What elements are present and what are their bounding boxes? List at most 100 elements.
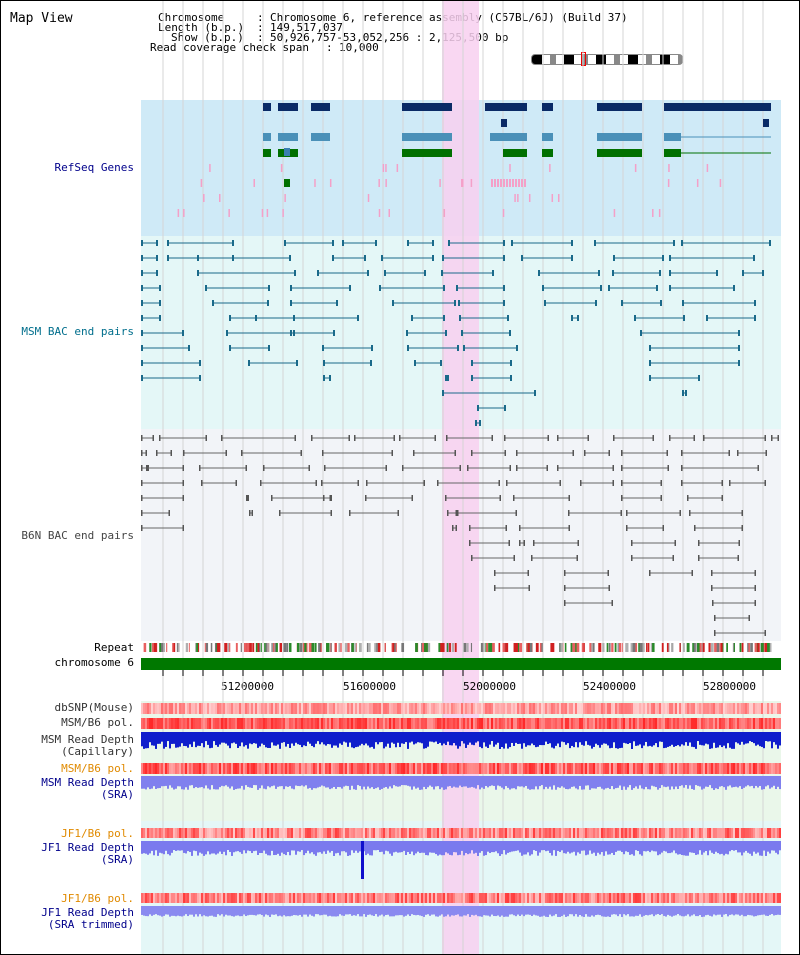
msm-pol-heat [613, 763, 615, 774]
jf1-pol-heat [765, 893, 767, 903]
msm-depth-capillary-bar [363, 732, 365, 746]
repeat-element [760, 643, 764, 652]
jf1-depth-trim-bar [479, 906, 481, 917]
dbsnp-heat [339, 703, 341, 714]
msm-depth-sra-bar [767, 776, 769, 786]
repeat-element [235, 643, 238, 652]
jf1-pol-heat [237, 828, 239, 838]
msm-depth-sra-bar [463, 776, 465, 787]
b6n-bac-end [691, 570, 693, 576]
msm-pol-heat [147, 718, 149, 729]
msm-depth-sra-bar [725, 776, 727, 790]
msm-bac-label[interactable]: MSM BAC end pairs [21, 325, 134, 338]
jf1-pol-heat [739, 828, 741, 838]
refseq-pink-mark [515, 179, 517, 187]
dbsnp-heat [519, 703, 521, 714]
b6n-bac-end [182, 480, 184, 486]
jf1-pol-heat [247, 828, 249, 838]
jf1-depth-trim-bar [713, 906, 715, 915]
msm-pol-heat [659, 718, 661, 729]
jf1-depth-sra-bar [237, 841, 239, 852]
jf1-pol-heat [767, 893, 769, 903]
refseq-genes-label[interactable]: RefSeq Genes [54, 161, 134, 174]
jf1-depth-trim-bar [555, 906, 557, 915]
jf1-depth-trim-bar [627, 906, 629, 915]
msm-depth-sra-bar [277, 776, 279, 787]
jf1-depth-sra-bar [567, 841, 569, 852]
dbsnp-heat [153, 703, 155, 714]
jf1-pol-heat [261, 828, 263, 838]
msm-pol-heat [473, 718, 475, 729]
msm-depth-capillary-bar [237, 732, 239, 748]
jf1-depth-trim-bar [635, 906, 637, 916]
jf1-pol-heat [421, 893, 423, 903]
repeat-element [550, 643, 553, 652]
msm-bac-end [492, 270, 494, 276]
jf1-depth-sra-bar [761, 841, 763, 856]
dbsnp-heat [181, 703, 183, 714]
jf1-depth-trim-bar [227, 906, 229, 916]
msm-depth-capillary-bar [401, 732, 403, 744]
msm-depth-capillary-bar [275, 732, 277, 746]
dbsnp-heat [669, 703, 671, 714]
jf1-pol-heat [467, 828, 469, 838]
jf1-depth-sra-bar [229, 841, 231, 852]
jf1-depth-sra-bar [393, 841, 395, 853]
b6n-bac-end [324, 465, 326, 471]
selected-region-highlight[interactable] [442, 1, 479, 954]
msm-bac-end [167, 240, 169, 246]
b6n-bac-end [279, 510, 281, 516]
jf1-depth-trim-bar [779, 906, 781, 915]
jf1-depth-trim-bar [195, 906, 197, 915]
dbsnp-heat [771, 703, 773, 714]
jf1-pol-heat [483, 893, 485, 903]
jf1-depth-sra-bar [653, 841, 655, 852]
jf1-pol-heat [331, 893, 333, 903]
msm-depth-sra-bar [177, 776, 179, 787]
dbsnp-heat [413, 703, 415, 714]
msm-depth-sra-bar [587, 776, 589, 786]
msm-pol-heat [195, 718, 197, 729]
msm-pol-heat [231, 718, 233, 729]
jf1-pol-heat [573, 893, 575, 903]
jf1-pol-heat [777, 828, 779, 838]
msm-bac-end [683, 315, 685, 321]
b6n-bac-end [235, 480, 237, 486]
msm-pol-heat [671, 763, 673, 774]
msm-depth-capillary-bar [557, 732, 559, 744]
dbsnp-heat [765, 703, 767, 714]
msm-depth-sra-bar [331, 776, 333, 789]
msm-depth-capillary-bar [687, 732, 689, 746]
msm-depth-sra-bar [271, 776, 273, 787]
repeat-element [204, 643, 206, 652]
msm-pol-heat [727, 718, 729, 729]
msm-pol-heat [583, 763, 585, 774]
msm-pol-heat [771, 718, 773, 729]
jf1-pol-heat [361, 893, 363, 903]
jf1-depth-sra-bar [175, 841, 177, 851]
msm-depth-sra-bar [313, 776, 315, 789]
msm-pol-heat [731, 718, 733, 729]
msm-depth-capillary-bar [279, 732, 281, 749]
msm-pol-heat [551, 718, 553, 729]
b6n-bac-label[interactable]: B6N BAC end pairs [21, 529, 134, 542]
msm-depth-capillary-bar [561, 732, 563, 742]
jf1-pol-heat [269, 893, 271, 903]
jf1-pol-heat [763, 893, 765, 903]
msm-pol-heat [403, 718, 405, 729]
jf1-depth-sra-bar [415, 841, 417, 854]
msm-depth-sra-bar [441, 776, 443, 788]
msm-depth-sra-bar [691, 776, 693, 789]
jf1-depth-trim-bar [631, 906, 633, 917]
msm-pol-heat [609, 718, 611, 729]
msm-depth-sra-bar [607, 776, 609, 788]
jf1-depth-sra-bar [155, 841, 157, 851]
msm-pol-heat [175, 718, 177, 729]
msm-pol-heat [723, 718, 725, 729]
jf1-depth-trim-bar [601, 906, 603, 917]
msm-depth-sra-bar [685, 776, 687, 786]
jf1-pol-heat [475, 828, 477, 838]
msm-depth-capillary-bar [447, 732, 449, 742]
msm-depth-capillary-bar [309, 732, 311, 744]
